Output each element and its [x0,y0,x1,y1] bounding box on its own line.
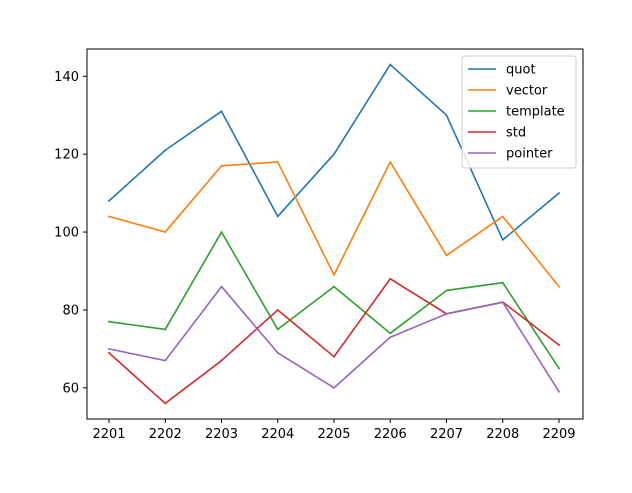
data-point-std-2206 [389,277,392,280]
x-tick-label: 2201 [92,427,125,442]
data-point-pointer-2206 [389,336,392,339]
x-tick-label: 2202 [149,427,182,442]
legend-label-pointer: pointer [506,147,553,162]
x-tick-label: 2209 [542,427,575,442]
x-tick-label: 2207 [430,427,463,442]
data-point-pointer-2207 [445,312,448,315]
data-point-quot-2208 [501,238,504,241]
x-tick-label: 2208 [486,427,519,442]
x-tick-label: 2204 [261,427,294,442]
data-point-quot-2204 [276,215,279,218]
data-point-quot-2201 [108,199,110,202]
data-point-quot-2209 [558,192,560,195]
data-point-pointer-2201 [108,347,110,350]
data-point-pointer-2203 [220,285,223,288]
data-point-std-2202 [164,402,167,405]
legend: quot vector template std pointer [461,55,577,169]
data-point-quot-2202 [164,149,167,152]
legend-label-std: std [506,126,526,141]
data-point-template-2209 [558,367,560,370]
y-axis: 60 80 100 120 140 [54,70,87,396]
data-point-template-2201 [108,320,110,323]
x-axis: 2201 2202 2203 2204 2205 2206 2207 2208 2209 [92,419,576,442]
data-point-vector-2205 [333,273,335,276]
data-point-template-2206 [389,332,392,335]
data-point-std-2209 [558,344,560,346]
y-tick-label: 60 [62,381,79,396]
data-point-quot-2207 [445,114,448,117]
legend-label-quot: quot [506,63,536,78]
data-point-vector-2209 [558,285,560,288]
legend-label-template: template [506,105,565,120]
data-point-vector-2207 [445,254,448,257]
data-point-template-2202 [164,328,167,331]
data-point-pointer-2205 [333,386,335,389]
y-tick-label: 140 [54,70,79,85]
data-point-template-2203 [220,231,223,233]
y-tick-label: 80 [62,303,79,318]
data-point-vector-2202 [164,231,167,233]
data-point-template-2207 [445,289,448,292]
series-layer [107,63,561,405]
data-point-std-2205 [333,355,335,358]
x-tick-label: 2206 [374,427,407,442]
data-point-quot-2203 [220,110,223,113]
y-tick-label: 120 [54,148,79,163]
x-tick-label: 2205 [317,427,350,442]
data-point-quot-2205 [333,153,335,156]
data-point-quot-2206 [389,63,392,66]
legend-label-vector: vector [506,84,548,99]
data-point-vector-2204 [276,161,279,163]
data-point-pointer-2208 [501,301,504,304]
y-tick-label: 100 [54,226,79,241]
data-point-vector-2203 [220,164,223,167]
data-point-template-2205 [333,285,335,288]
data-point-pointer-2204 [276,351,279,354]
data-point-std-2204 [276,309,279,311]
data-point-pointer-2202 [164,359,167,362]
data-point-template-2204 [276,328,279,331]
plot-frame [86,48,584,420]
data-point-std-2201 [108,351,110,354]
x-tick-label: 2203 [205,427,238,442]
data-point-vector-2201 [108,215,110,218]
data-point-vector-2206 [389,161,392,163]
data-point-pointer-2209 [558,390,560,393]
data-point-std-2203 [220,359,223,362]
data-point-vector-2208 [501,215,504,218]
legend-box [461,55,577,169]
data-point-template-2208 [501,281,504,284]
